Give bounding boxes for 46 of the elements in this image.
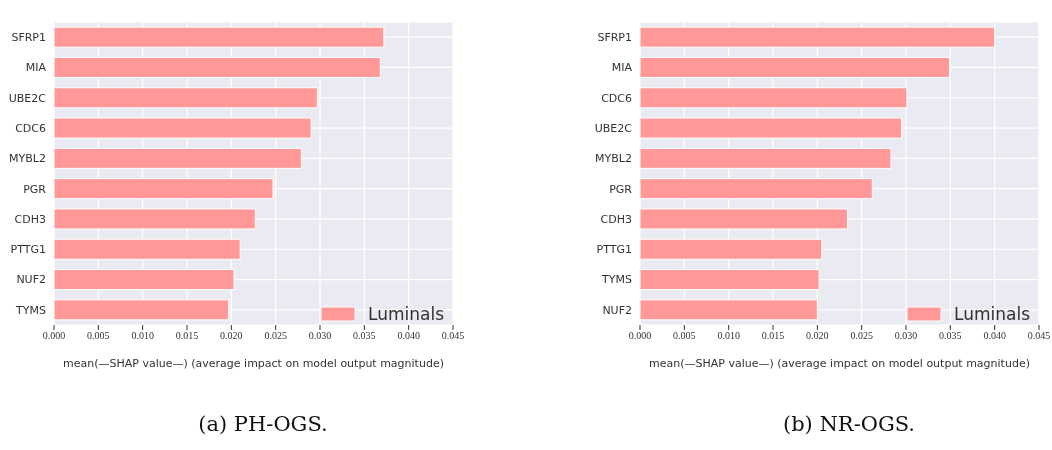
y-tick-label: PTTG1 [596, 243, 632, 257]
x-tick-label: 0.000 [628, 330, 652, 342]
x-tick-label: 0.020 [806, 330, 829, 342]
y-tick-label: MYBL2 [595, 152, 632, 166]
y-tick-label: TYMS [15, 303, 47, 317]
y-tick-label: SFRP1 [11, 31, 46, 45]
text: (a) PH-OGS. [197, 412, 329, 436]
x-tick-label: 0.005 [87, 330, 110, 342]
x-tick-label: 0.025 [264, 330, 287, 342]
x-tick-label: 0.045 [1027, 330, 1051, 342]
x-tick-label: 0.040 [983, 330, 1006, 342]
legend-label: Luminals [367, 304, 444, 324]
y-tick-label: CDC6 [15, 121, 46, 135]
x-tick-label: 0.030 [894, 330, 918, 342]
x-tick-label: 0.010 [717, 330, 740, 342]
y-tick-label: MIA [25, 61, 47, 75]
y-tick-label: MYBL2 [9, 152, 46, 166]
y-tick-label: UBE2C [594, 121, 633, 135]
x-tick-label: 0.045 [441, 330, 465, 342]
x-tick-label: 0.005 [673, 330, 696, 342]
x-axis-title: mean(—SHAP value—) (average impact on model output magnitude) [63, 357, 444, 370]
legend-label: Luminals [953, 304, 1030, 324]
y-tick-label: NUF2 [602, 303, 632, 317]
y-tick-label: PGR [609, 182, 633, 196]
x-tick-label: 0.020 [220, 330, 243, 342]
x-tick-label: 0.035 [353, 330, 376, 342]
y-tick-label: CDH3 [600, 212, 632, 226]
y-tick-label: SFRP1 [597, 31, 632, 45]
y-tick-label: UBE2C [8, 91, 47, 105]
y-tick-label: CDC6 [601, 91, 632, 105]
x-tick-label: 0.010 [131, 330, 154, 342]
y-tick-label: CDH3 [14, 212, 46, 226]
y-tick-label: PGR [23, 182, 47, 196]
x-tick-label: 0.000 [42, 330, 66, 342]
x-tick-label: 0.015 [761, 330, 785, 342]
x-tick-label: 0.035 [939, 330, 962, 342]
y-tick-label: NUF2 [16, 273, 46, 287]
y-tick-label: TYMS [601, 273, 633, 287]
x-tick-label: 0.030 [308, 330, 332, 342]
y-tick-label: PTTG1 [10, 243, 46, 257]
x-tick-label: 0.025 [850, 330, 873, 342]
text: (b) NR-OGS. [781, 412, 917, 436]
x-axis-title: mean(—SHAP value—) (average impact on model output magnitude) [649, 357, 1030, 370]
y-tick-label: MIA [611, 61, 633, 75]
x-tick-label: 0.040 [397, 330, 420, 342]
x-tick-label: 0.015 [175, 330, 199, 342]
